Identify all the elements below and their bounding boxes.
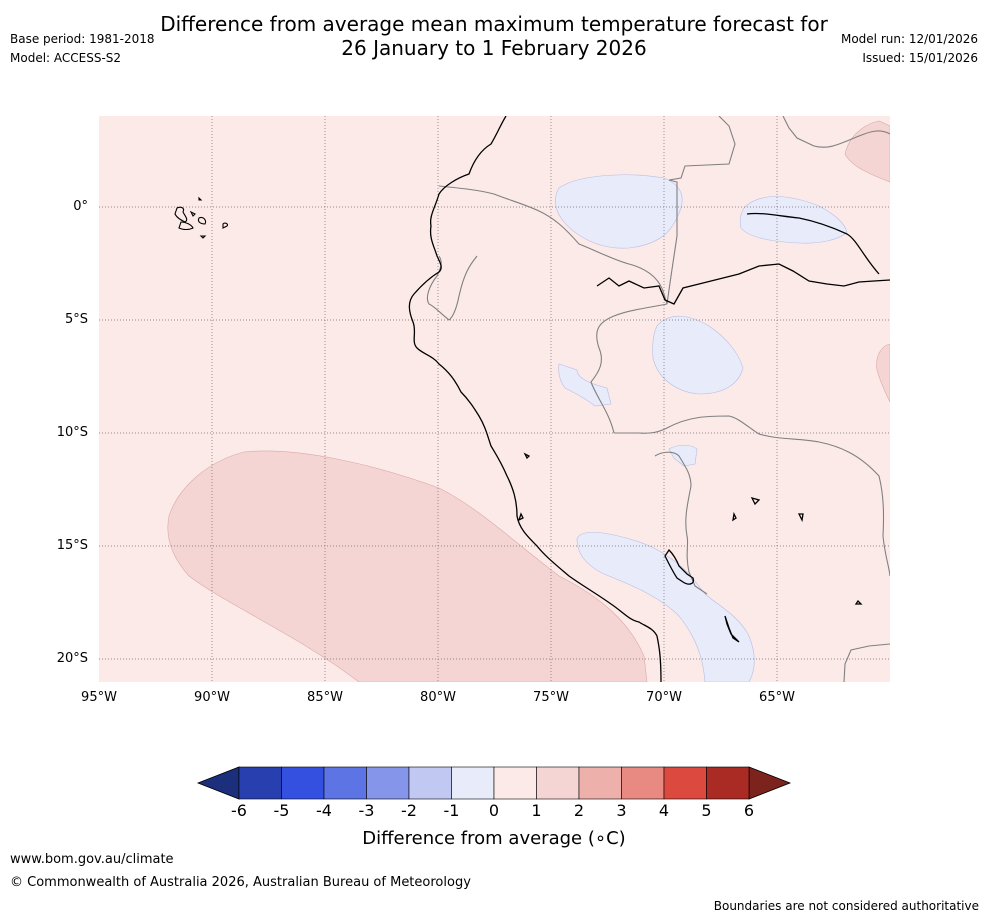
lat-label-10s: 10°S [56, 425, 88, 440]
lon-label-70w: 70°W [646, 690, 682, 705]
lon-label-75w: 75°W [533, 690, 569, 705]
colorbar-tick-label: 1 [531, 801, 542, 820]
website-link[interactable]: www.bom.gov.au/climate [10, 852, 174, 867]
title-line-2: 26 January to 1 February 2026 [341, 36, 647, 60]
lon-label-85w: 85°W [307, 690, 343, 705]
lat-label-5s: 5°S [64, 312, 88, 327]
colorbar-swatch [578, 766, 622, 800]
colorbar-tick-label: 5 [701, 801, 712, 820]
colorbar-swatch [408, 766, 452, 800]
warm-anomaly-region-ocean [167, 450, 648, 682]
colorbar-tick-label: -6 [231, 801, 247, 820]
colorbar-tick-label: 0 [488, 801, 500, 820]
lat-label-20s: 20°S [56, 651, 88, 666]
lon-label-80w: 80°W [420, 690, 456, 705]
cool-anomaly-region-6 [576, 532, 755, 682]
colorbar-tick-label: -5 [273, 801, 290, 820]
lat-label-0: 0° [73, 199, 88, 214]
lon-label-95w: 95°W [81, 690, 117, 705]
lon-label-90w: 90°W [194, 690, 230, 705]
coastlines [408, 116, 890, 682]
colorbar-high-extend [748, 766, 792, 800]
title-line-1: Difference from average mean maximum tem… [160, 12, 828, 36]
colorbar-swatch [366, 766, 410, 800]
colorbar-swatch [536, 766, 580, 800]
warm-anomaly-region-e [876, 343, 890, 403]
colorbar-tick-label: -1 [443, 801, 460, 820]
colorbar-tick-label: 6 [743, 801, 755, 820]
issued-date: Issued: 15/01/2026 [862, 51, 978, 65]
colorbar-swatch [706, 766, 750, 800]
warm-anomaly-region-ne [844, 120, 890, 183]
colorbar-swatch [493, 766, 537, 800]
colorbar-swatch [238, 766, 282, 800]
copyright-notice: © Commonwealth of Australia 2026, Austra… [10, 875, 471, 890]
colorbar [196, 766, 792, 800]
colorbar-low-extend [196, 766, 240, 800]
galapagos-islands [174, 196, 229, 239]
colorbar-tick-label: 3 [616, 801, 627, 820]
map-title: Difference from average mean maximum tem… [0, 12, 988, 60]
colorbar-tick-label: -3 [358, 801, 375, 820]
colorbar-swatch [663, 766, 707, 800]
cool-anomaly-region-1 [555, 174, 683, 249]
colorbar-swatch [281, 766, 325, 800]
colorbar-tick-label: -2 [401, 801, 417, 820]
model-name: Model: ACCESS-S2 [10, 51, 122, 65]
colorbar-title: Difference from average (∘C) [362, 828, 626, 849]
lon-label-65w: 65°W [759, 690, 795, 705]
country-boundaries [426, 116, 890, 682]
cool-anomaly-region-3 [652, 315, 744, 395]
colorbar-tick-label: 4 [658, 801, 670, 820]
lon-gridlines [211, 116, 778, 682]
forecast-map [99, 116, 890, 682]
lat-label-15s: 15°S [56, 538, 88, 553]
colorbar-swatch [323, 766, 367, 800]
colorbar-swatch [621, 766, 665, 800]
colorbar-swatch [451, 766, 495, 800]
colorbar-tick-label: 2 [573, 801, 585, 820]
model-run: Model run: 12/01/2026 [840, 32, 978, 46]
cool-anomaly-region-5 [668, 444, 698, 467]
base-period: Base period: 1981-2018 [10, 32, 155, 46]
boundaries-disclaimer: Boundaries are not considered authoritat… [713, 899, 979, 913]
cool-anomaly-region-2 [739, 196, 848, 244]
colorbar-tick-label: -4 [316, 801, 332, 820]
